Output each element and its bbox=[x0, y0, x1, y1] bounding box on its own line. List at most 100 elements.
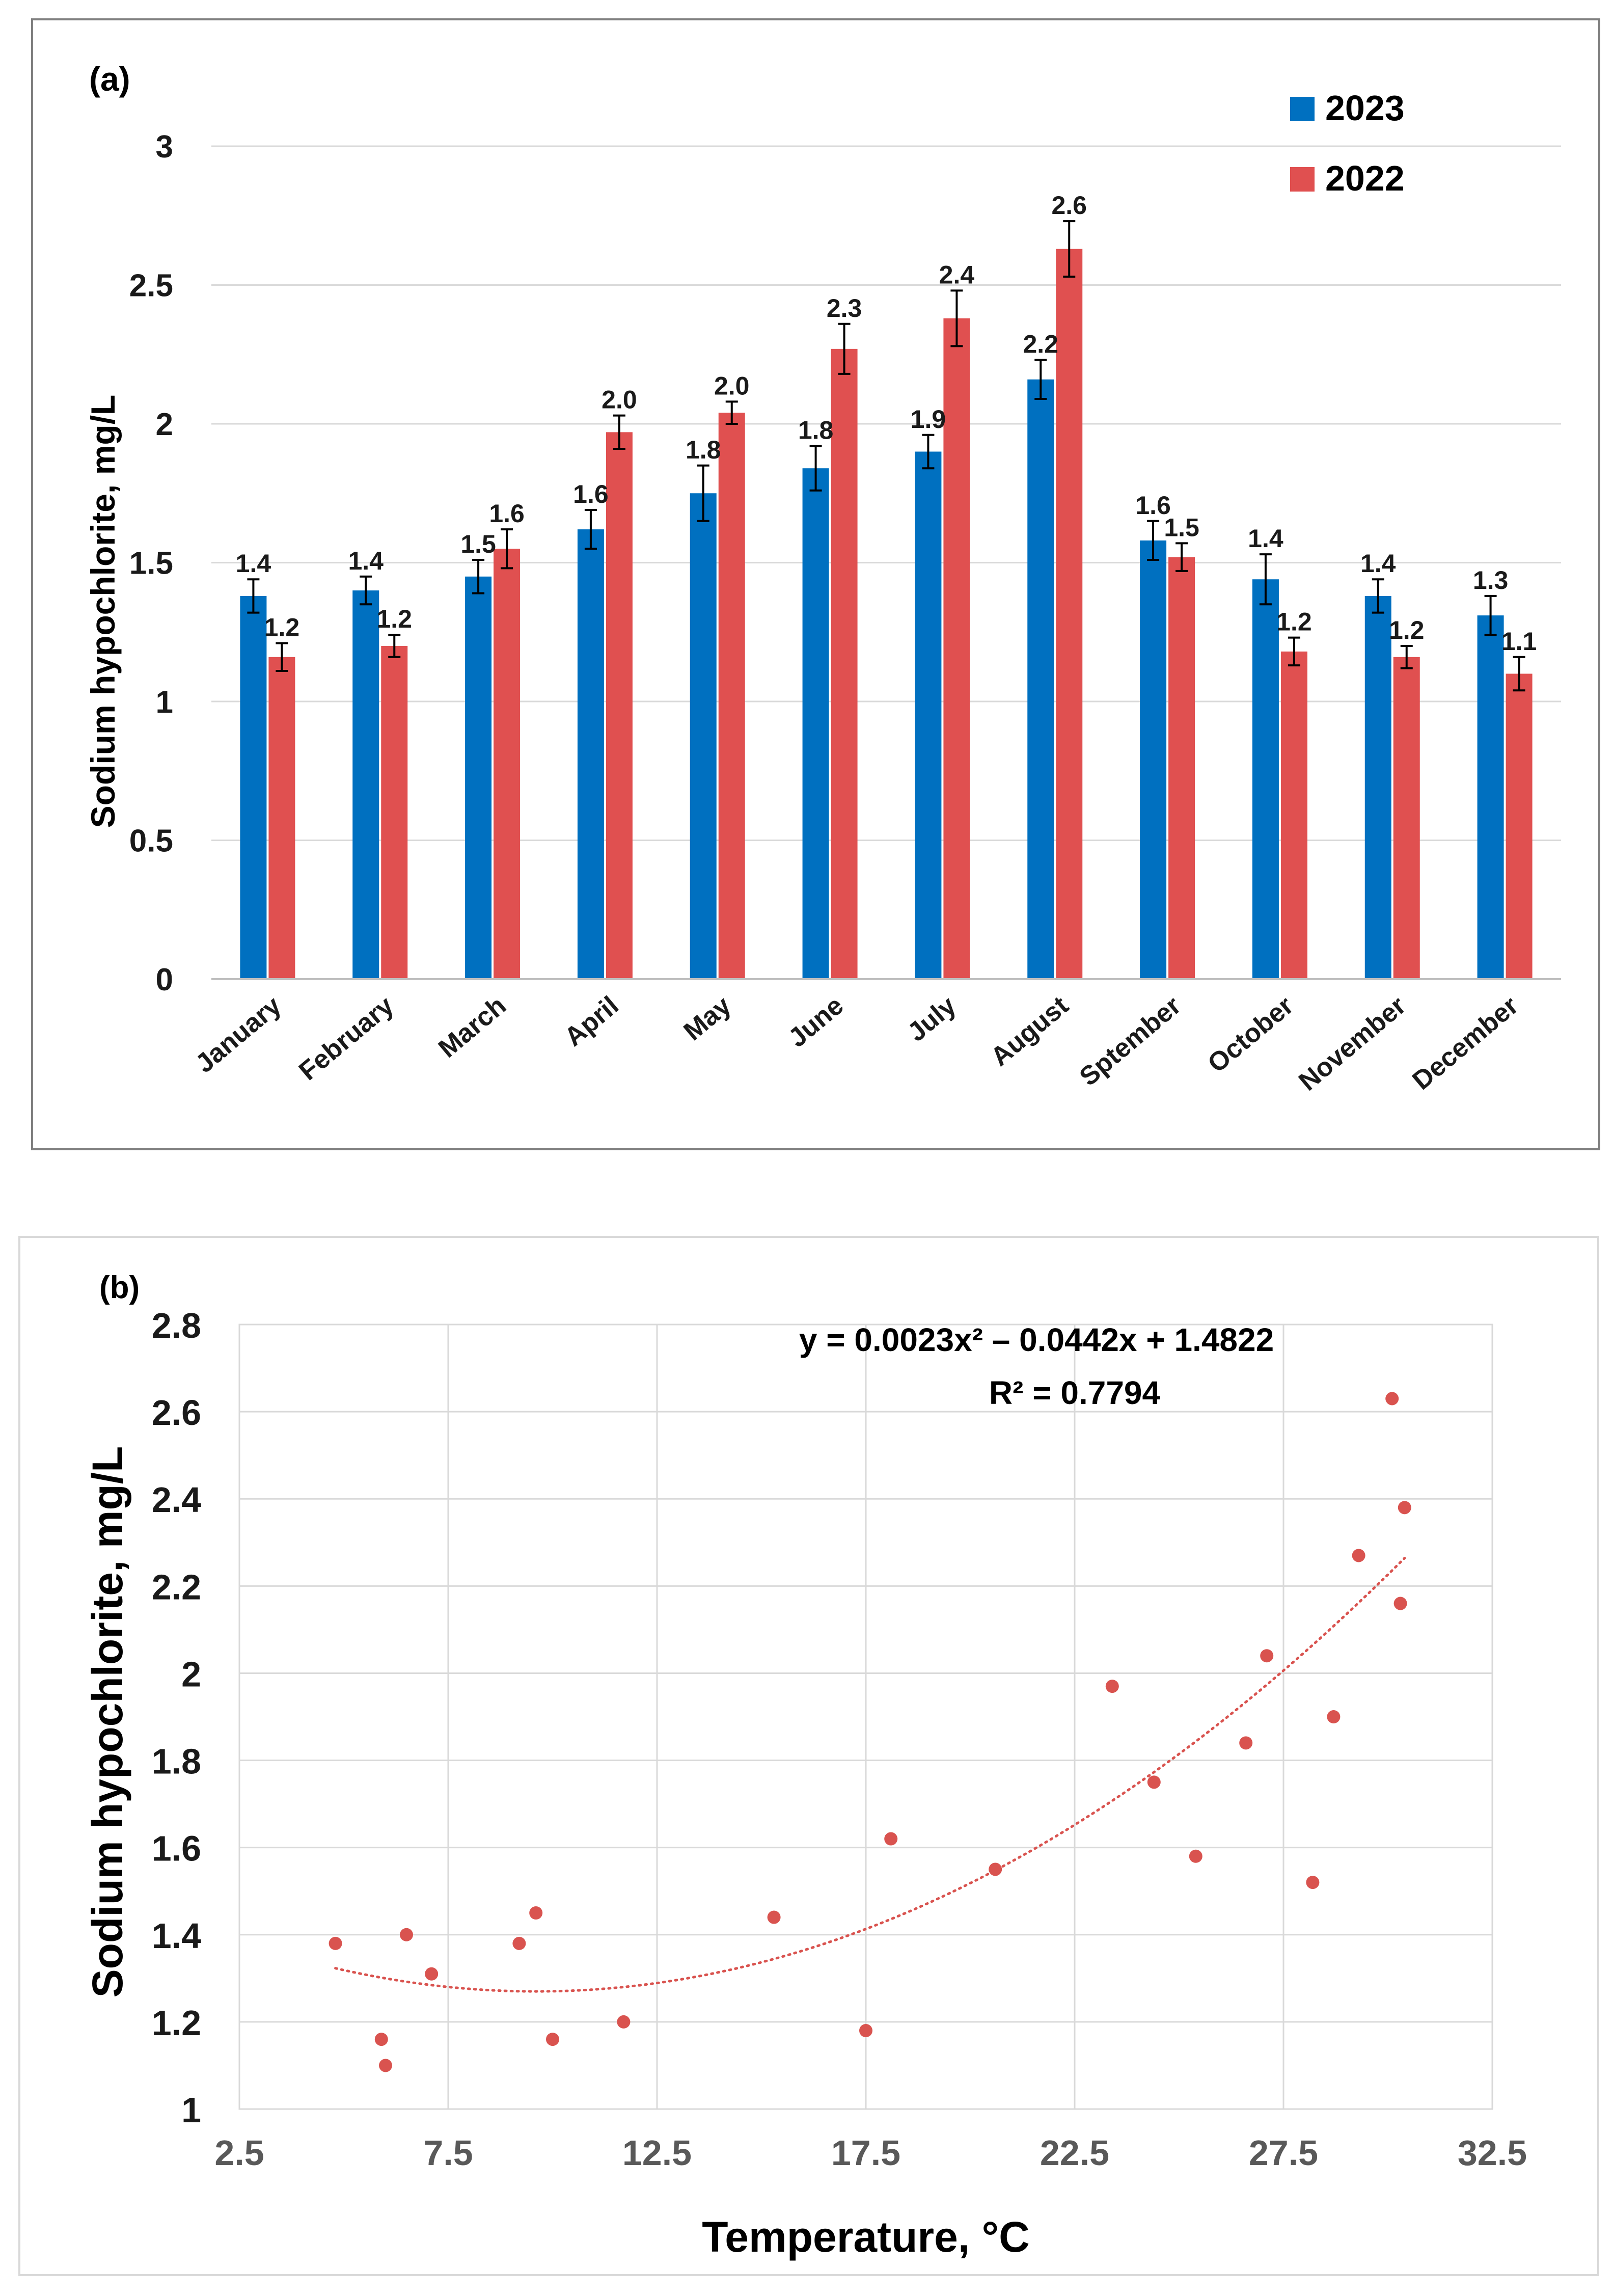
trendline bbox=[334, 1557, 1406, 1993]
data-point bbox=[379, 2059, 392, 2072]
bar-2023-july bbox=[915, 451, 942, 979]
panel-a-gridlines bbox=[211, 145, 1561, 841]
data-label: 1.1 bbox=[1501, 627, 1537, 656]
data-point bbox=[1398, 1501, 1411, 1515]
bar-2023-january bbox=[240, 596, 267, 979]
legend-swatch-2023 bbox=[1290, 97, 1315, 121]
data-label: 1.4 bbox=[236, 549, 271, 578]
panel-a-bars bbox=[240, 249, 1533, 980]
data-point bbox=[529, 1906, 543, 1920]
bar-2022-july bbox=[943, 318, 970, 979]
data-point bbox=[400, 1928, 413, 1941]
data-point bbox=[512, 1936, 526, 1950]
data-point bbox=[546, 2033, 559, 2046]
data-point bbox=[767, 1910, 781, 1924]
panel-a-value-labels: 1.41.21.41.21.51.61.62.01.82.01.82.31.92… bbox=[236, 191, 1537, 656]
data-label: 1.5 bbox=[460, 530, 496, 558]
y-tick-label: 0 bbox=[156, 962, 173, 997]
legend-label-2023: 2023 bbox=[1325, 88, 1405, 128]
data-label: 1.6 bbox=[573, 480, 609, 508]
x-tick-label: 27.5 bbox=[1249, 2133, 1318, 2173]
data-point bbox=[425, 1967, 439, 1981]
bar-2023-november bbox=[1364, 596, 1391, 979]
y-tick-label: 1.5 bbox=[129, 546, 173, 581]
bar-2022-june bbox=[831, 348, 858, 979]
data-point bbox=[1393, 1597, 1407, 1610]
y-tick-label: 2 bbox=[156, 407, 173, 442]
y-tick-label: 2.5 bbox=[129, 268, 173, 304]
panel-a-legend: 2023 2022 bbox=[1290, 88, 1405, 198]
data-point bbox=[1105, 1680, 1119, 1693]
data-label: 1.4 bbox=[348, 547, 384, 575]
trend-r-squared: R² = 0.7794 bbox=[989, 1374, 1161, 1411]
bar-2023-december bbox=[1477, 615, 1504, 979]
y-tick-label: 0.5 bbox=[129, 824, 173, 859]
x-tick-label: 22.5 bbox=[1040, 2133, 1109, 2173]
bar-2023-april bbox=[577, 529, 604, 979]
x-tick-label: 2.5 bbox=[214, 2133, 264, 2173]
data-point bbox=[1327, 1710, 1341, 1723]
bar-2022-august bbox=[1056, 249, 1083, 979]
data-label: 1.2 bbox=[264, 613, 300, 642]
bar-2023-october bbox=[1252, 579, 1279, 979]
data-label: 1.2 bbox=[1276, 608, 1312, 636]
panel-a-y-axis-title: Sodium hypochlorite, mg/L bbox=[84, 395, 122, 828]
bar-2023-february bbox=[352, 590, 379, 979]
legend-swatch-2022 bbox=[1290, 167, 1315, 192]
data-point bbox=[1239, 1736, 1253, 1750]
y-tick-label: 1 bbox=[181, 2090, 201, 2130]
x-tick-label: 12.5 bbox=[622, 2133, 692, 2173]
bar-2022-march bbox=[494, 549, 521, 979]
y-tick-label: 2.8 bbox=[152, 1306, 201, 1345]
panel-b-y-ticks: 1 1.2 1.4 1.6 1.8 2 2.2 2.4 2.6 2.8 bbox=[152, 1306, 201, 2130]
bar-2023-march bbox=[465, 576, 492, 979]
trend-equation: y = 0.0023x² – 0.0442x + 1.4822 bbox=[799, 1321, 1274, 1358]
bar-2022-may bbox=[718, 413, 745, 980]
data-label: 2.0 bbox=[602, 386, 637, 414]
data-label: 1.3 bbox=[1473, 566, 1509, 595]
data-point bbox=[1352, 1549, 1365, 1562]
bar-2022-sptember bbox=[1168, 557, 1195, 979]
bar-2023-sptember bbox=[1140, 540, 1167, 979]
y-tick-label: 1.4 bbox=[152, 1916, 201, 1956]
data-label: 2.6 bbox=[1051, 191, 1087, 220]
legend-label-2022: 2022 bbox=[1325, 158, 1405, 198]
data-point bbox=[884, 1832, 898, 1846]
bar-2022-november bbox=[1393, 657, 1420, 979]
panel-b-gridlines bbox=[239, 1325, 1492, 2109]
bar-2022-january bbox=[268, 657, 295, 979]
y-tick-label: 1.6 bbox=[152, 1829, 201, 1869]
data-label: 2.2 bbox=[1023, 330, 1058, 359]
data-point bbox=[859, 2024, 872, 2037]
panel-b-points bbox=[329, 1392, 1411, 2072]
data-label: 1.9 bbox=[911, 405, 946, 434]
bar-2023-may bbox=[690, 493, 717, 979]
data-point bbox=[374, 2033, 388, 2046]
data-label: 1.6 bbox=[489, 499, 525, 528]
data-label: 1.4 bbox=[1360, 549, 1396, 578]
data-point bbox=[1385, 1392, 1399, 1406]
bar-2022-december bbox=[1506, 673, 1533, 979]
y-tick-label: 2.2 bbox=[152, 1567, 201, 1607]
bar-2023-june bbox=[802, 468, 829, 979]
panel-a-label: (a) bbox=[89, 60, 130, 98]
bar-2022-october bbox=[1280, 651, 1307, 979]
data-point bbox=[1306, 1876, 1320, 1889]
panel-b-x-ticks: 2.5 7.5 12.5 17.5 22.5 27.5 32.5 bbox=[214, 2133, 1527, 2173]
data-label: 2.3 bbox=[827, 294, 862, 322]
data-label: 1.8 bbox=[798, 416, 834, 445]
data-label: 1.4 bbox=[1248, 524, 1283, 553]
data-point bbox=[1147, 1775, 1161, 1789]
y-tick-label: 1.2 bbox=[152, 2003, 201, 2043]
x-tick-label: 32.5 bbox=[1458, 2133, 1527, 2173]
data-label: 1.6 bbox=[1135, 491, 1171, 520]
bar-2022-april bbox=[606, 432, 633, 979]
data-point bbox=[617, 2015, 631, 2029]
panel-a-error-bars bbox=[247, 220, 1525, 692]
bar-2022-february bbox=[381, 646, 408, 979]
data-label: 1.2 bbox=[376, 605, 412, 633]
data-point bbox=[1260, 1649, 1274, 1663]
y-tick-label: 3 bbox=[156, 129, 173, 165]
panel-b-label: (b) bbox=[99, 1270, 140, 1305]
